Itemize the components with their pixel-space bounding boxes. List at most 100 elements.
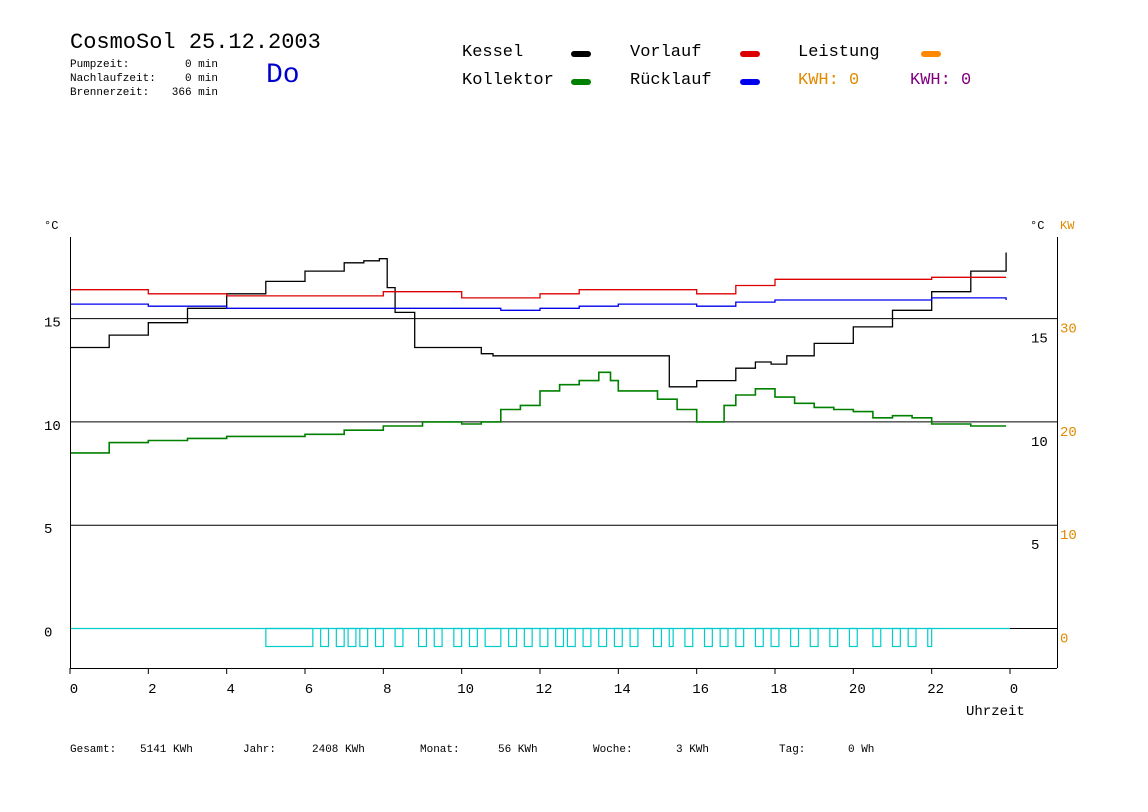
status-pulse bbox=[907, 627, 917, 648]
status-pulse bbox=[582, 627, 592, 648]
legend-leistung-swatch bbox=[921, 51, 941, 57]
kw-tick-label: 30 bbox=[1060, 322, 1077, 338]
legend-vorlauf-label: Vorlauf bbox=[630, 43, 702, 62]
left-tick-label: 5 bbox=[44, 522, 52, 538]
legend-ruecklauf-swatch bbox=[740, 79, 760, 85]
status-pulse bbox=[484, 627, 502, 648]
weekday-label: Do bbox=[266, 60, 300, 91]
kw-tick-label: 20 bbox=[1060, 425, 1077, 441]
legend-kessel-label: Kessel bbox=[462, 43, 524, 62]
series-line-kessel bbox=[70, 252, 1007, 388]
status-pulse bbox=[829, 627, 839, 648]
status-pulse bbox=[598, 627, 608, 648]
status-pulse bbox=[468, 627, 478, 648]
status-pulse bbox=[359, 627, 369, 648]
footer-monat-label: Monat: bbox=[420, 744, 460, 756]
right-axis-unit: °C bbox=[1030, 219, 1044, 233]
kw-tick-label: 10 bbox=[1060, 528, 1077, 544]
status-pulse bbox=[539, 627, 549, 648]
footer-jahr-label: Jahr: bbox=[243, 744, 277, 756]
status-pulse bbox=[891, 627, 901, 648]
stat-label-brennerzeit: Brennerzeit: bbox=[70, 87, 150, 99]
kw-tick-label: 0 bbox=[1060, 632, 1068, 648]
series-line-vorlauf bbox=[70, 276, 1007, 299]
footer-gesamt-label: Gesamt: bbox=[70, 744, 117, 756]
status-pulse bbox=[523, 627, 533, 648]
x-tick-label: 14 bbox=[614, 682, 631, 698]
status-pulse bbox=[265, 627, 314, 648]
kw-axis-unit: KW bbox=[1060, 219, 1075, 233]
legend-kwh-orange: KWH: 0 bbox=[798, 71, 860, 90]
x-tick-label: 8 bbox=[383, 682, 391, 698]
x-tick-label: 4 bbox=[226, 682, 234, 698]
x-tick-label: 10 bbox=[457, 682, 474, 698]
right-tick-label: 5 bbox=[1031, 538, 1039, 554]
footer-tag-label: Tag: bbox=[779, 744, 806, 756]
status-pulse bbox=[417, 627, 428, 648]
footer-woche-label: Woche: bbox=[593, 744, 633, 756]
stat-value-nachlaufzeit: 0 min bbox=[184, 73, 218, 85]
x-tick-label: 12 bbox=[536, 682, 553, 698]
status-pulse bbox=[629, 627, 639, 648]
legend-leistung-label: Leistung bbox=[798, 43, 880, 62]
legend-vorlauf-swatch bbox=[740, 51, 760, 57]
right-tick-label: 10 bbox=[1031, 435, 1048, 451]
legend-kollektor-swatch bbox=[571, 79, 591, 85]
status-pulse bbox=[848, 627, 858, 648]
status-pulse bbox=[668, 627, 674, 648]
chart-title: CosmoSol 25.12.2003 bbox=[70, 30, 321, 55]
footer-tag-value: 0 Wh bbox=[848, 744, 875, 756]
status-pulse bbox=[754, 627, 764, 648]
footer-woche-value: 3 KWh bbox=[676, 744, 710, 756]
left-tick-label: 15 bbox=[44, 316, 61, 332]
status-pulse bbox=[703, 627, 713, 648]
footer-jahr-value: 2408 KWh bbox=[312, 744, 365, 756]
legend-ruecklauf-label: Rücklauf bbox=[630, 71, 712, 90]
status-pulse bbox=[320, 627, 330, 648]
status-pulse bbox=[770, 627, 780, 648]
stat-label-pumpzeit: Pumpzeit: bbox=[70, 59, 130, 71]
x-axis-title: Uhrzeit bbox=[966, 704, 1025, 720]
x-tick-label: 6 bbox=[305, 682, 313, 698]
status-pulse bbox=[652, 627, 663, 648]
status-pulse bbox=[684, 627, 694, 648]
stat-value-pumpzeit: 0 min bbox=[184, 59, 218, 71]
series-line-rcklauf bbox=[70, 297, 1007, 311]
status-pulse bbox=[613, 627, 623, 648]
status-pulse bbox=[790, 627, 800, 648]
x-tick-label: 20 bbox=[849, 682, 866, 698]
stat-value-brennerzeit: 366 min bbox=[171, 87, 218, 99]
status-pulse bbox=[394, 627, 404, 648]
x-tick-label: 22 bbox=[927, 682, 944, 698]
footer-monat-value: 56 KWh bbox=[498, 744, 538, 756]
status-pulse bbox=[508, 627, 518, 648]
status-pulse bbox=[566, 627, 576, 648]
left-tick-label: 10 bbox=[44, 419, 61, 435]
x-tick-label: 0 bbox=[1010, 682, 1018, 698]
right-tick-label: 15 bbox=[1031, 332, 1048, 348]
status-pulse bbox=[872, 627, 882, 648]
x-tick-label: 16 bbox=[692, 682, 709, 698]
stat-label-nachlaufzeit: Nachlaufzeit: bbox=[70, 73, 156, 85]
status-pulse bbox=[374, 627, 384, 648]
status-pulse bbox=[335, 627, 345, 648]
footer-gesamt-value: 5141 KWh bbox=[140, 744, 193, 756]
x-tick-label: 18 bbox=[771, 682, 788, 698]
x-tick-label: 2 bbox=[148, 682, 156, 698]
status-pulse bbox=[555, 627, 565, 648]
legend-kollektor-label: Kollektor bbox=[462, 71, 554, 90]
status-pulse bbox=[453, 627, 463, 648]
left-axis-unit: °C bbox=[44, 219, 58, 233]
status-pulse bbox=[433, 627, 443, 648]
status-pulse bbox=[927, 627, 933, 648]
legend-kwh-purple: KWH: 0 bbox=[910, 71, 972, 90]
status-pulse bbox=[809, 627, 819, 648]
left-tick-label: 0 bbox=[44, 626, 52, 642]
status-pulse bbox=[735, 627, 745, 648]
x-tick-label: 0 bbox=[70, 682, 78, 698]
status-pulse bbox=[347, 627, 357, 648]
series-line-kollektor bbox=[70, 371, 1007, 454]
legend-kessel-swatch bbox=[571, 51, 591, 57]
status-pulse bbox=[719, 627, 729, 648]
